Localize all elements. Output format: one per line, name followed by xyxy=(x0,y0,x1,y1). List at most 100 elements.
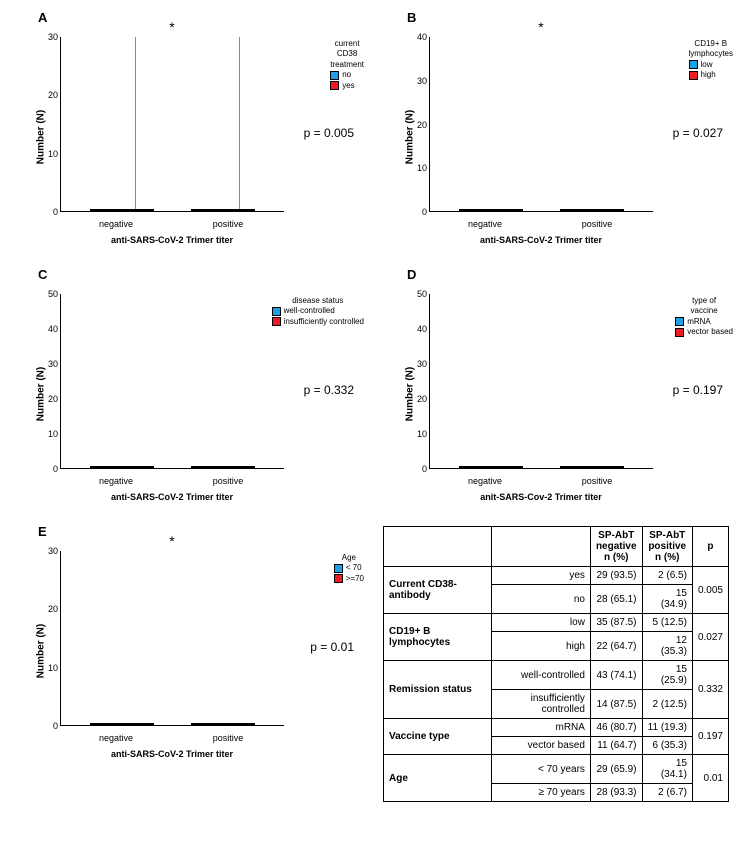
table-row: Current CD38-antibodyyes29 (93.5)2 (6.5)… xyxy=(384,567,729,585)
y-tick: 40 xyxy=(407,32,427,42)
x-ticks: negativepositive xyxy=(60,219,284,229)
table-cell: 0.005 xyxy=(692,567,728,614)
chart-area xyxy=(60,294,284,469)
table-cell: vector based xyxy=(491,737,590,755)
significance-star: * xyxy=(169,19,174,35)
legend-title: type ofvaccine xyxy=(675,296,733,317)
table-row: CD19+ B lymphocyteslow35 (87.5)5 (12.5)0… xyxy=(384,614,729,632)
table-header: SP-AbTnegativen (%) xyxy=(590,527,642,567)
legend-item: mRNA xyxy=(675,317,733,327)
chart-area xyxy=(60,551,284,726)
y-tick: 20 xyxy=(38,394,58,404)
y-tick: 0 xyxy=(38,207,58,217)
x-tick: positive xyxy=(172,476,284,486)
table-row: Age< 70 years29 (65.9)15 (34.1)0.01 xyxy=(384,755,729,784)
chart-area xyxy=(429,294,653,469)
y-tick: 30 xyxy=(38,359,58,369)
bar xyxy=(560,466,592,468)
legend-item: >=70 xyxy=(334,574,364,584)
table-cell: 11 (64.7) xyxy=(590,737,642,755)
legend-text: well-controlled xyxy=(284,306,335,316)
x-tick: negative xyxy=(60,219,172,229)
x-axis-label: anti-SARS-CoV-2 Trimer titer xyxy=(60,492,284,502)
bar xyxy=(191,466,223,468)
table-header: p xyxy=(692,527,728,567)
chart: Number (N)01020304050negativepositiveani… xyxy=(379,284,733,504)
legend-swatch xyxy=(330,81,339,90)
table-header: SP-AbTpositiven (%) xyxy=(642,527,692,567)
y-tick: 30 xyxy=(38,32,58,42)
y-tick: 10 xyxy=(38,663,58,673)
table-header xyxy=(491,527,590,567)
x-ticks: negativepositive xyxy=(429,219,653,229)
legend-title: Age xyxy=(334,553,364,563)
panel-label: E xyxy=(10,524,364,539)
y-tick: 50 xyxy=(407,289,427,299)
table-cell: well-controlled xyxy=(491,661,590,690)
x-ticks: negativepositive xyxy=(429,476,653,486)
legend: Age< 70>=70 xyxy=(334,553,364,584)
bar xyxy=(491,466,523,468)
bar-group xyxy=(542,209,642,211)
table-cell: insufficiently controlled xyxy=(491,690,590,719)
bar-group xyxy=(173,723,273,725)
bar-group xyxy=(173,209,273,211)
table-cell: 0.197 xyxy=(692,719,728,755)
table-cell: < 70 years xyxy=(491,755,590,784)
y-tick: 40 xyxy=(407,324,427,334)
y-tick: 30 xyxy=(407,359,427,369)
table-cell: 28 (65.1) xyxy=(590,585,642,614)
table-cell: Remission status xyxy=(384,661,492,719)
legend-swatch xyxy=(675,317,684,326)
table-cell: 35 (87.5) xyxy=(590,614,642,632)
y-axis: 0102030 xyxy=(38,37,58,212)
table-cell: 46 (80.7) xyxy=(590,719,642,737)
y-tick: 30 xyxy=(407,76,427,86)
x-ticks: negativepositive xyxy=(60,476,284,486)
bar xyxy=(592,209,624,211)
legend-swatch xyxy=(675,328,684,337)
legend: currentCD38treatmentnoyes xyxy=(330,39,364,91)
legend-title: disease status xyxy=(272,296,364,306)
chart: *Number (N)0102030negativepositiveanti-S… xyxy=(10,541,364,761)
chart: Number (N)01020304050negativepositiveant… xyxy=(10,284,364,504)
table-cell: 2 (6.5) xyxy=(642,567,692,585)
p-value: p = 0.027 xyxy=(673,126,723,140)
table-cell: 12 (35.3) xyxy=(642,632,692,661)
x-tick: negative xyxy=(429,476,541,486)
table-cell: 22 (64.7) xyxy=(590,632,642,661)
table-cell: 0.332 xyxy=(692,661,728,719)
panel-A: A*Number (N)0102030negativepositiveanti-… xyxy=(10,10,364,247)
bar xyxy=(90,466,122,468)
bar-group xyxy=(72,723,172,725)
table-cell: no xyxy=(491,585,590,614)
y-axis: 0102030 xyxy=(38,551,58,726)
legend-text: >=70 xyxy=(346,574,364,584)
y-tick: 20 xyxy=(407,394,427,404)
panel-label: C xyxy=(10,267,364,282)
table-cell: mRNA xyxy=(491,719,590,737)
y-tick: 0 xyxy=(407,464,427,474)
table-cell: 43 (74.1) xyxy=(590,661,642,690)
bar-group xyxy=(542,466,642,468)
legend-swatch xyxy=(272,317,281,326)
p-value: p = 0.197 xyxy=(673,383,723,397)
legend-swatch xyxy=(334,574,343,583)
legend-swatch xyxy=(334,564,343,573)
bars-container xyxy=(61,294,284,468)
y-tick: 50 xyxy=(38,289,58,299)
chart-area xyxy=(429,37,653,212)
legend-text: low xyxy=(701,60,713,70)
table-cell: Vaccine type xyxy=(384,719,492,755)
x-tick: negative xyxy=(60,476,172,486)
x-tick: negative xyxy=(429,219,541,229)
table-cell: Age xyxy=(384,755,492,802)
table-cell: 14 (87.5) xyxy=(590,690,642,719)
bar xyxy=(191,209,223,211)
bar xyxy=(592,466,624,468)
legend-item: < 70 xyxy=(334,563,364,573)
bar xyxy=(459,209,491,211)
bar-group xyxy=(441,209,541,211)
bar xyxy=(223,723,255,725)
y-axis: 01020304050 xyxy=(38,294,58,469)
